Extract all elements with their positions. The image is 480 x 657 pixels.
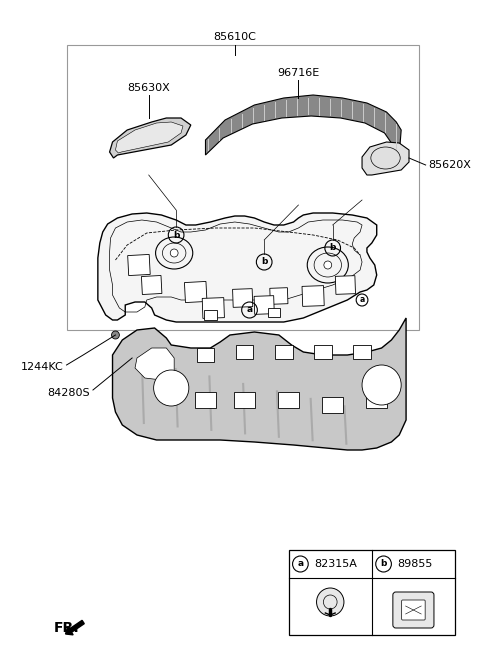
Polygon shape bbox=[128, 254, 150, 275]
Polygon shape bbox=[202, 298, 225, 319]
Text: a: a bbox=[246, 306, 252, 315]
Polygon shape bbox=[314, 345, 332, 359]
Polygon shape bbox=[197, 348, 214, 362]
Polygon shape bbox=[233, 288, 253, 307]
Polygon shape bbox=[204, 310, 217, 320]
Circle shape bbox=[111, 331, 120, 339]
Polygon shape bbox=[362, 142, 409, 175]
Polygon shape bbox=[236, 345, 253, 359]
Text: 96716E: 96716E bbox=[277, 68, 320, 78]
Text: 1244KC: 1244KC bbox=[21, 362, 64, 372]
Text: 84280S: 84280S bbox=[48, 388, 90, 398]
Circle shape bbox=[324, 261, 332, 269]
Text: 85610C: 85610C bbox=[214, 32, 256, 42]
Text: b: b bbox=[173, 231, 180, 240]
Polygon shape bbox=[98, 213, 377, 322]
Circle shape bbox=[362, 365, 401, 405]
Text: FR.: FR. bbox=[54, 621, 80, 635]
Polygon shape bbox=[268, 307, 280, 317]
Polygon shape bbox=[254, 296, 274, 314]
Polygon shape bbox=[278, 392, 300, 408]
Polygon shape bbox=[234, 392, 255, 408]
Text: 85620X: 85620X bbox=[429, 160, 471, 170]
Text: 89855: 89855 bbox=[397, 559, 432, 569]
FancyBboxPatch shape bbox=[393, 592, 434, 628]
Polygon shape bbox=[184, 281, 207, 303]
Polygon shape bbox=[353, 345, 371, 359]
Text: 85630X: 85630X bbox=[127, 83, 170, 93]
Circle shape bbox=[154, 370, 189, 406]
Polygon shape bbox=[270, 288, 288, 304]
Polygon shape bbox=[112, 318, 406, 450]
Text: 82315A: 82315A bbox=[314, 559, 357, 569]
Text: b: b bbox=[329, 244, 336, 252]
Polygon shape bbox=[116, 122, 183, 153]
Polygon shape bbox=[142, 275, 162, 294]
Circle shape bbox=[316, 588, 344, 616]
Bar bbox=[288, 550, 455, 635]
Text: a: a bbox=[297, 560, 303, 568]
Text: a: a bbox=[360, 296, 365, 304]
Circle shape bbox=[170, 249, 178, 257]
Polygon shape bbox=[302, 286, 324, 306]
Polygon shape bbox=[135, 348, 174, 380]
Text: b: b bbox=[380, 560, 387, 568]
Polygon shape bbox=[322, 397, 344, 413]
Text: b: b bbox=[261, 258, 267, 267]
Bar bbox=[67, 45, 419, 330]
Polygon shape bbox=[336, 276, 356, 294]
Polygon shape bbox=[205, 95, 401, 155]
Polygon shape bbox=[366, 392, 387, 408]
Polygon shape bbox=[275, 345, 293, 359]
Polygon shape bbox=[195, 392, 216, 408]
FancyArrow shape bbox=[66, 620, 84, 635]
Polygon shape bbox=[109, 118, 191, 158]
FancyBboxPatch shape bbox=[402, 600, 425, 620]
